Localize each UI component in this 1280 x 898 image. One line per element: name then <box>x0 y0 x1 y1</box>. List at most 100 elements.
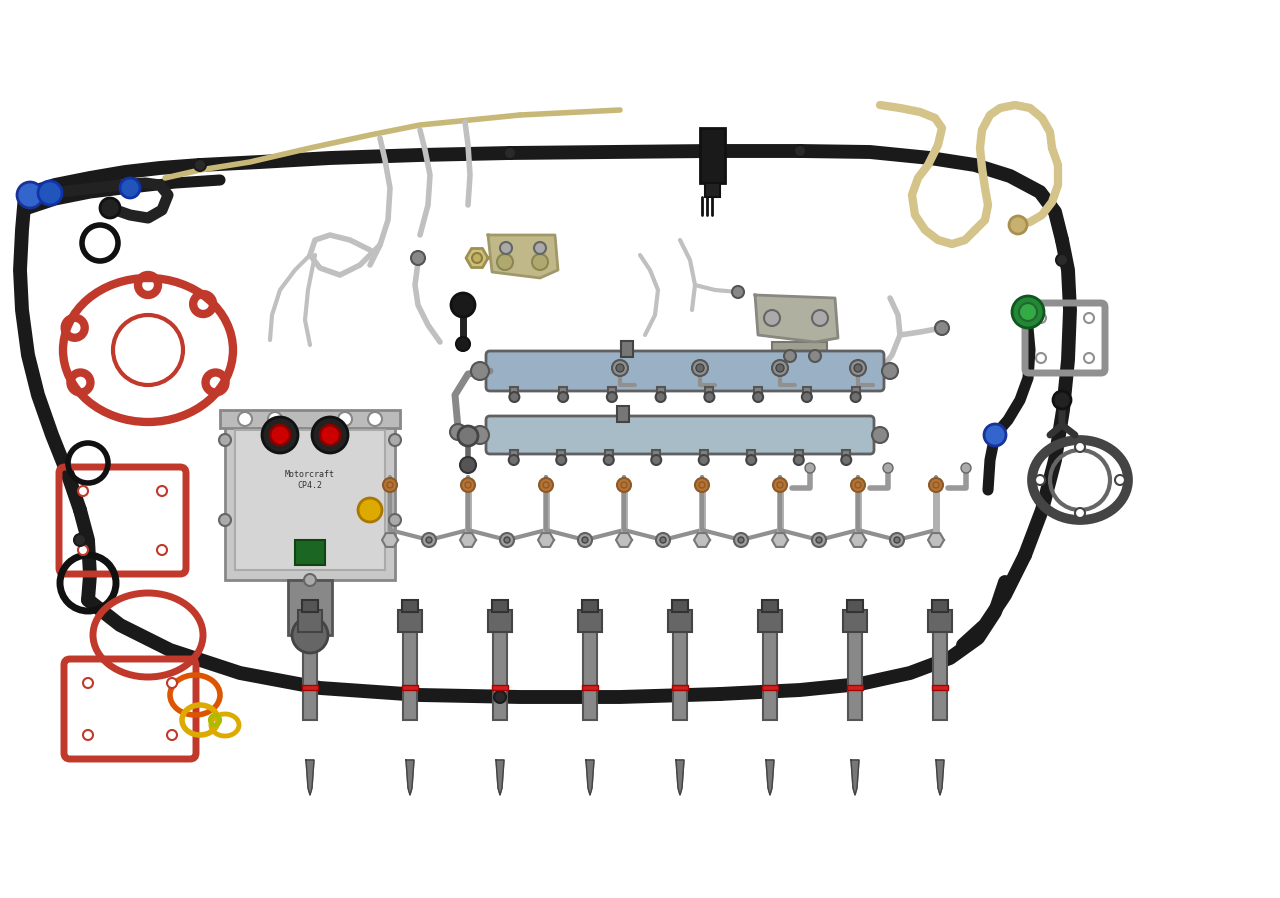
Bar <box>509 450 517 460</box>
Circle shape <box>1009 216 1027 234</box>
Circle shape <box>794 145 806 157</box>
Circle shape <box>83 730 93 740</box>
Bar <box>608 387 616 397</box>
Circle shape <box>699 455 709 465</box>
Circle shape <box>166 730 177 740</box>
Bar <box>844 610 867 632</box>
Circle shape <box>558 392 568 402</box>
Bar <box>795 450 803 460</box>
Circle shape <box>1115 475 1125 485</box>
Circle shape <box>557 455 566 465</box>
Bar <box>582 685 598 690</box>
Bar <box>672 600 689 612</box>
Circle shape <box>764 310 780 326</box>
Bar <box>849 630 861 720</box>
Bar <box>932 600 948 612</box>
Circle shape <box>422 533 436 547</box>
Circle shape <box>219 434 230 446</box>
Circle shape <box>1084 313 1094 323</box>
Bar <box>847 600 863 612</box>
Bar <box>705 387 713 397</box>
Circle shape <box>809 350 820 362</box>
Polygon shape <box>928 533 945 547</box>
Circle shape <box>872 427 888 443</box>
Polygon shape <box>936 760 945 795</box>
Bar <box>402 685 419 690</box>
Bar <box>653 450 660 460</box>
Bar <box>402 600 419 612</box>
Bar <box>842 450 850 460</box>
Bar <box>303 630 317 720</box>
Circle shape <box>582 537 588 543</box>
Bar <box>668 610 692 632</box>
Polygon shape <box>406 760 413 795</box>
Circle shape <box>17 182 44 208</box>
Bar <box>294 540 325 565</box>
Bar <box>617 406 628 422</box>
Circle shape <box>851 392 860 402</box>
Bar <box>754 387 762 397</box>
Circle shape <box>305 574 316 586</box>
Circle shape <box>616 364 625 372</box>
Bar <box>288 580 332 635</box>
FancyBboxPatch shape <box>486 416 874 454</box>
Bar <box>928 610 952 632</box>
Circle shape <box>746 455 756 465</box>
Circle shape <box>451 424 466 440</box>
Circle shape <box>794 455 804 465</box>
Circle shape <box>120 178 140 198</box>
Circle shape <box>893 537 900 543</box>
Circle shape <box>338 412 352 426</box>
Bar <box>700 450 708 460</box>
Circle shape <box>460 457 476 473</box>
Circle shape <box>451 293 475 317</box>
Circle shape <box>83 678 93 688</box>
Polygon shape <box>850 533 867 547</box>
Polygon shape <box>676 760 684 795</box>
Bar <box>673 630 687 720</box>
Circle shape <box>238 412 252 426</box>
Circle shape <box>805 463 815 473</box>
Circle shape <box>1012 296 1044 328</box>
Circle shape <box>100 198 120 218</box>
Circle shape <box>812 533 826 547</box>
Polygon shape <box>488 235 558 278</box>
Bar <box>763 630 777 720</box>
Circle shape <box>1075 442 1085 452</box>
Polygon shape <box>497 760 504 795</box>
Circle shape <box>38 181 61 205</box>
Circle shape <box>471 426 489 444</box>
Circle shape <box>607 392 617 402</box>
Circle shape <box>961 463 972 473</box>
Circle shape <box>534 242 547 254</box>
Circle shape <box>1036 313 1046 323</box>
Circle shape <box>1084 353 1094 363</box>
Circle shape <box>539 478 553 492</box>
Bar <box>657 387 664 397</box>
Bar <box>579 610 602 632</box>
Circle shape <box>504 537 509 543</box>
Circle shape <box>604 455 613 465</box>
Circle shape <box>929 478 943 492</box>
Circle shape <box>320 425 340 445</box>
Circle shape <box>692 360 708 376</box>
Circle shape <box>78 486 88 496</box>
Circle shape <box>801 392 812 402</box>
Circle shape <box>500 533 515 547</box>
Circle shape <box>456 337 470 351</box>
Bar <box>488 610 512 632</box>
Circle shape <box>817 537 822 543</box>
Circle shape <box>695 478 709 492</box>
Polygon shape <box>538 533 554 547</box>
Circle shape <box>772 360 788 376</box>
Circle shape <box>369 412 381 426</box>
Circle shape <box>984 424 1006 446</box>
Circle shape <box>882 363 899 379</box>
Circle shape <box>783 350 796 362</box>
Circle shape <box>383 478 397 492</box>
Circle shape <box>389 434 401 446</box>
Circle shape <box>472 253 483 263</box>
Bar <box>772 342 827 370</box>
Bar <box>582 600 598 612</box>
Circle shape <box>850 360 867 376</box>
